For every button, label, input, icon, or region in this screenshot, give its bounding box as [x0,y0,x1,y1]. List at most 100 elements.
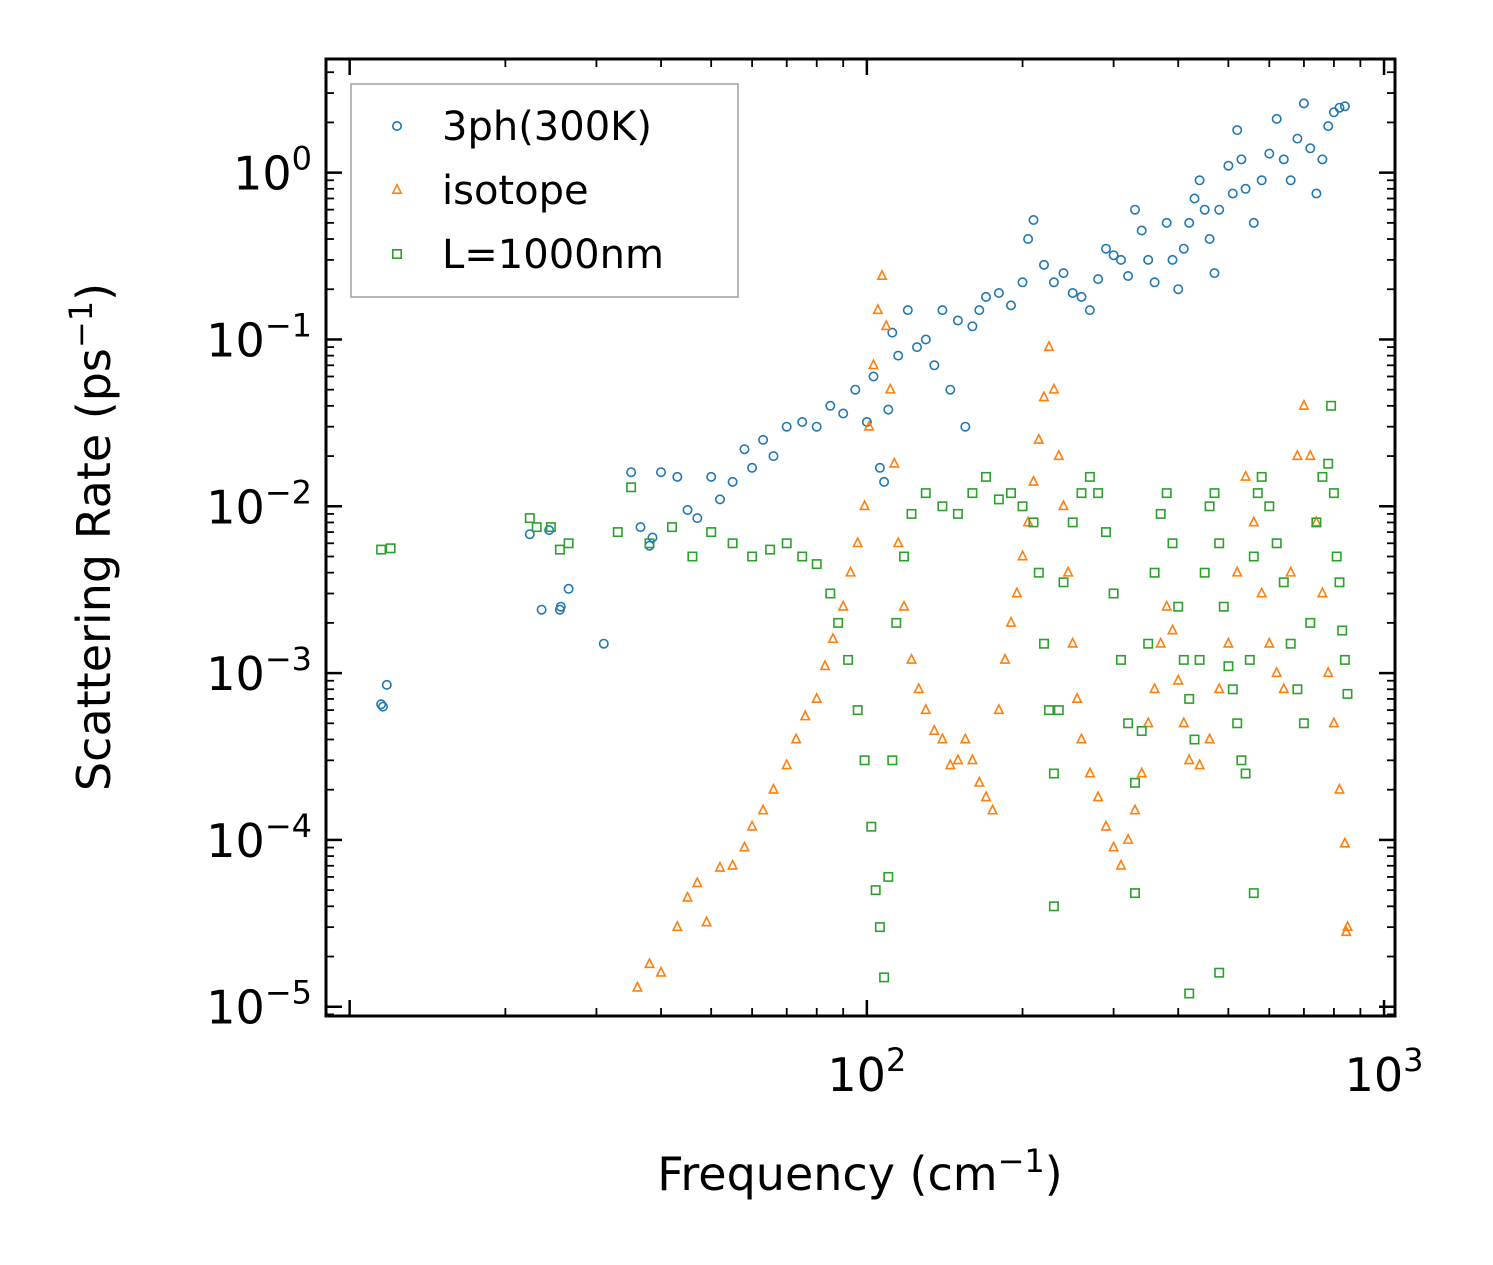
data-point [1136,725,1147,736]
data-point [536,604,547,615]
data-point [706,527,717,538]
data-point [765,544,776,555]
data-point [644,957,656,969]
y-tick-label-exponent: −2 [265,473,312,511]
data-point [797,551,808,562]
data-point [1298,398,1310,410]
data-point [1227,188,1238,199]
data-point [1071,691,1083,703]
data-point [936,732,948,744]
data-point [852,536,864,548]
y-axis-title-sup: −1 [62,301,100,348]
data-point [1093,488,1104,499]
data-point [655,467,666,478]
data-point [959,732,971,744]
data-point [859,499,871,511]
data-point [1028,215,1039,226]
data-point [1204,234,1215,245]
data-point [1339,101,1350,112]
data-point [920,703,932,715]
data-point [974,305,985,316]
data-point [952,753,964,765]
data-point [727,858,739,870]
data-point [811,559,822,570]
data-point [1173,601,1184,612]
data-point [768,451,779,462]
data-point [1048,768,1059,779]
data-point [945,384,956,395]
data-point [1263,636,1275,648]
y-tick-label: 10−5 [206,974,312,1035]
data-point [920,488,931,499]
data-point [1194,654,1205,665]
data-point [1048,901,1059,912]
data-point [888,456,900,468]
data-point [1199,204,1210,215]
data-point [906,652,918,664]
data-point [920,334,931,345]
data-point [1310,515,1322,527]
data-point [1123,718,1134,729]
data-point [1326,400,1337,411]
x-tick-label-base: 10 [1345,1048,1404,1102]
data-point [967,321,978,332]
data-point [1214,967,1225,978]
data-point [524,513,535,524]
legend-marker-square [391,249,402,260]
data-point [1342,920,1354,932]
data-point [1005,488,1016,499]
data-point [1285,638,1296,649]
data-point [727,476,738,487]
data-point [1305,143,1316,154]
data-point [1232,125,1243,136]
x-tick-label-exponent: 3 [1403,1041,1423,1079]
y-tick-label: 100 [233,140,312,201]
data-point [626,482,637,493]
data-point [545,522,556,533]
data-point [612,527,623,538]
data-point [1116,654,1127,665]
data-point [906,508,917,519]
data-point [687,551,698,562]
data-point [1194,175,1205,186]
data-point [1339,836,1351,848]
data-point [1057,499,1069,511]
data-point [1264,501,1275,512]
data-point [937,501,948,512]
data-point [891,617,902,628]
series-square [376,400,1353,999]
data-point [655,965,667,977]
data-point [952,315,963,326]
data-point [1328,488,1339,499]
data-point [1123,270,1134,281]
data-point [706,471,717,482]
data-point [524,529,535,540]
data-point [1316,586,1328,598]
data-point [1271,113,1282,124]
y-tick-label-exponent: −3 [265,640,312,678]
data-point [631,980,643,992]
data-point [701,915,713,927]
data-point [825,588,836,599]
data-point [1204,732,1216,744]
data-point [1304,449,1316,461]
data-point [1084,305,1095,316]
data-point [993,703,1005,715]
data-point [1022,515,1034,527]
data-point [1033,432,1045,444]
data-point [1256,175,1267,186]
plot-frame [324,57,1397,1018]
data-point [598,638,609,649]
data-point [966,753,978,765]
data-point [1291,449,1303,461]
y-tick-label-exponent: −5 [265,974,312,1012]
data-point [727,538,738,549]
data-point [845,565,857,577]
data-point [1092,790,1104,802]
data-point [1136,766,1148,778]
data-point [714,494,725,505]
legend-label: 3ph(300K) [442,104,652,150]
data-point [1075,732,1087,744]
data-point [381,679,392,690]
